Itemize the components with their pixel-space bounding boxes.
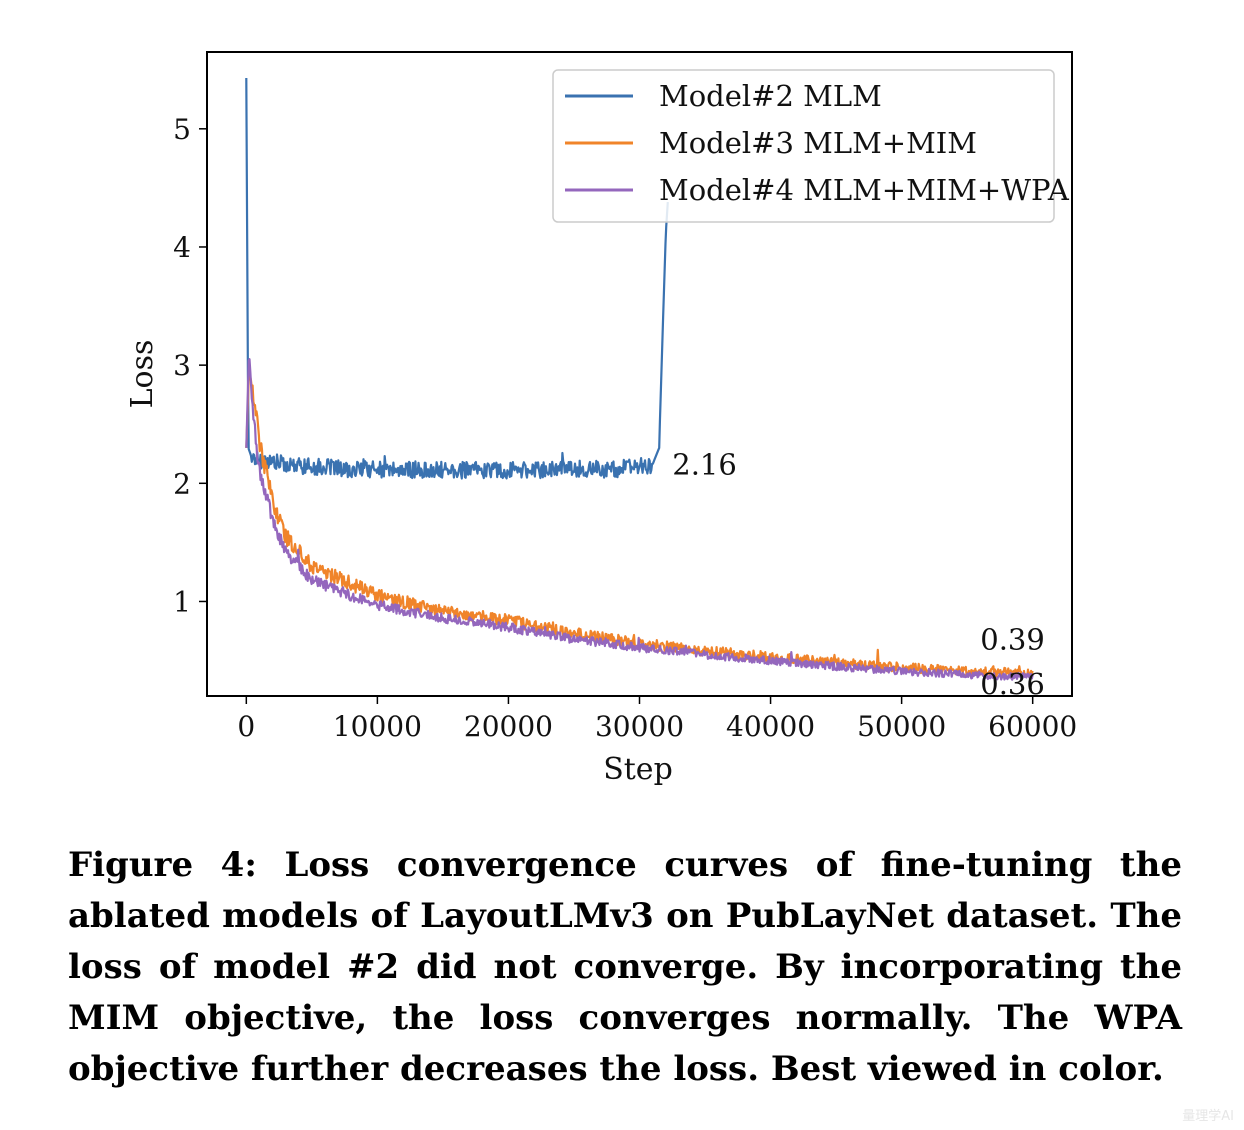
x-tick-label: 50000 (857, 710, 946, 743)
figure-caption: Figure 4: Loss convergence curves of fin… (68, 845, 1182, 1089)
x-tick-label: 20000 (464, 710, 553, 743)
x-tick-label: 0 (237, 710, 255, 743)
annotation-model4-final: 0.36 (980, 667, 1045, 701)
legend-box (552, 69, 1055, 223)
watermark: 量理学AI (1182, 1109, 1234, 1124)
loss-convergence-chart: 0 10000 20000 30000 40000 50000 60000 1 2 3 4 5 2.1… (125, 51, 1077, 787)
x-tick-label: 30000 (595, 710, 684, 743)
legend-label-mlm: Model#2 MLM (659, 79, 882, 113)
line-model2-mlm (245, 77, 669, 480)
line-model4-mlm-mim-wpa (245, 358, 1034, 681)
legend-label-mlm-mim-wpa: Model#4 MLM+MIM+WPA (659, 173, 1070, 207)
y-tick-label: 5 (173, 113, 191, 146)
y-tick-label: 4 (173, 231, 191, 264)
x-axis-label: Step (603, 752, 673, 787)
line-model3-mlm-mim (245, 372, 1034, 679)
legend: Model#2 MLM Model#3 MLM+MIM Model#4 MLM+… (552, 69, 1070, 223)
y-tick-label: 3 (173, 349, 191, 382)
y-tick-label: 1 (173, 585, 191, 618)
x-tick-label: 40000 (726, 710, 815, 743)
y-tick-label: 2 (173, 467, 191, 500)
legend-label-mlm-mim: Model#3 MLM+MIM (659, 126, 977, 160)
annotation-model2-final: 2.16 (672, 447, 737, 481)
x-tick-label: 10000 (333, 710, 422, 743)
annotation-model3-final: 0.39 (980, 622, 1045, 656)
y-axis-label: Loss (125, 340, 160, 409)
x-tick-label: 60000 (988, 710, 1077, 743)
